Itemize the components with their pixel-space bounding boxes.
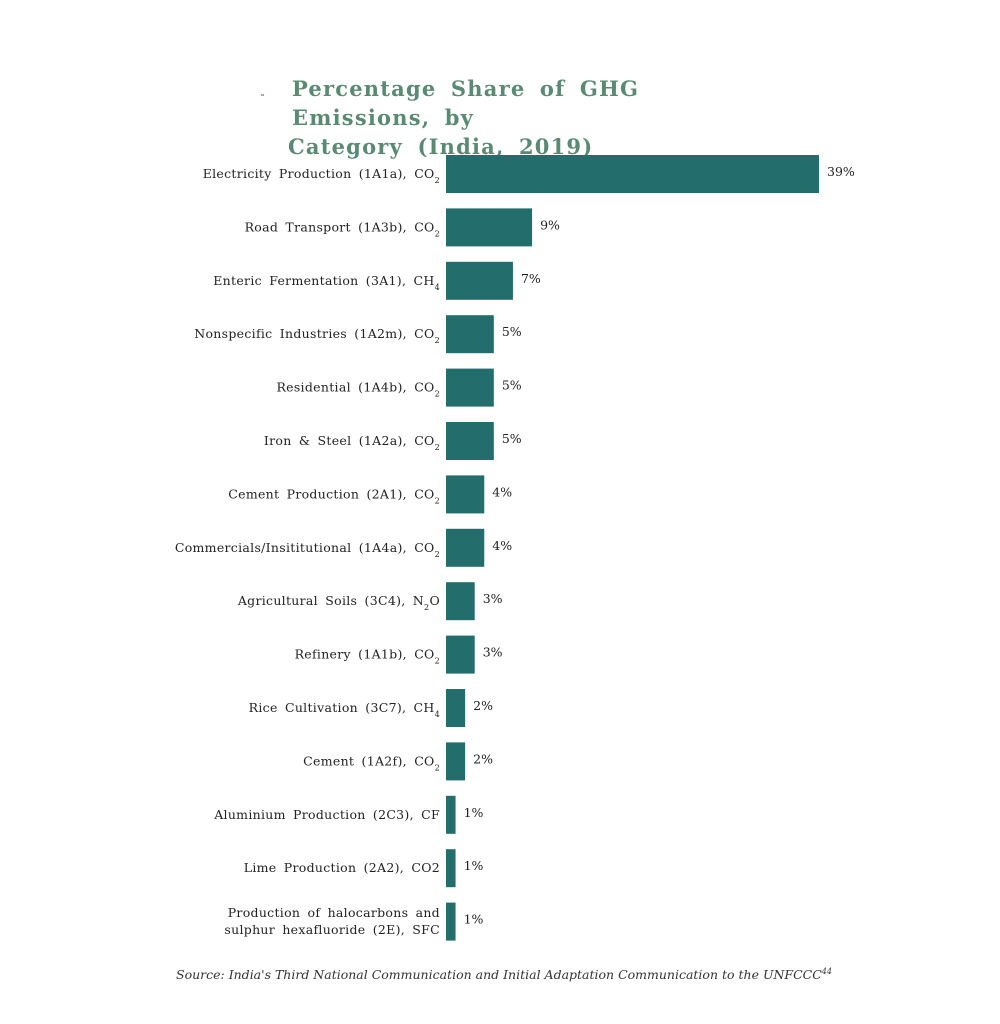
value-label-11: 2% <box>473 698 493 713</box>
bar-12 <box>446 742 466 781</box>
value-label-10: 3% <box>483 645 503 660</box>
bar-13 <box>446 795 456 834</box>
value-label-8: 4% <box>492 538 512 553</box>
bar-11 <box>446 689 466 727</box>
value-label-15: 1% <box>464 912 484 927</box>
value-label-12: 2% <box>473 751 493 766</box>
category-label-15: Production of halocarbons and sulphur hex… <box>224 905 440 937</box>
bar-15 <box>446 902 456 941</box>
value-label-5: 5% <box>502 378 522 393</box>
category-label-7: Cement Production (2A1), CO2​ <box>228 486 440 505</box>
category-label-8: Commercials/Insititutional (1A4a), CO2​ <box>175 540 440 559</box>
category-label-9: Agricultural Soils (3C4), N2​O <box>237 593 440 612</box>
bar-5 <box>446 368 494 407</box>
chart-title-line-2: Category (India, 2019) <box>288 134 594 159</box>
chart-title-line-1: Percentage Share of GHG Emissions, by <box>292 76 640 130</box>
category-label-1: Electricity Production (1A1a), CO2​ <box>203 166 440 185</box>
bar-6 <box>446 422 494 460</box>
value-label-13: 1% <box>464 805 484 820</box>
bar-9 <box>446 582 475 621</box>
category-label-10: Refinery (1A1b), CO2​ <box>295 647 440 666</box>
source-footnote-ref: 44 <box>821 967 832 976</box>
category-label-13: Aluminium Production (2C3), CF <box>213 807 440 822</box>
category-label-14: Lime Production (2A2), CO2 <box>244 860 440 875</box>
value-label-7: 4% <box>492 484 512 499</box>
category-label-4: Nonspecific Industries (1A2m), CO2​ <box>194 326 440 345</box>
bar-chart: 39% Electricity Production (1A1a), CO2​ 9%… <box>175 155 855 941</box>
category-label-5: Residential (1A4b), CO2​ <box>276 380 440 399</box>
category-label-12: Cement (1A2f), CO2​ <box>303 753 440 772</box>
bar-2 <box>446 208 533 247</box>
category-label-2: Road Transport (1A3b), CO2​ <box>245 219 440 238</box>
value-label-14: 1% <box>464 858 484 873</box>
bar-10 <box>446 635 475 674</box>
category-label-11: Rice Cultivation (3C7), CH4​ <box>249 700 440 719</box>
bar-14 <box>446 849 456 888</box>
value-label-2: 9% <box>540 217 560 232</box>
category-label-3: Enteric Fermentation (3A1), CH4​ <box>213 273 440 292</box>
bar-8 <box>446 528 485 567</box>
category-label-6: Iron & Steel (1A2a), CO2​ <box>264 433 440 452</box>
bar-3 <box>446 261 513 300</box>
value-label-9: 3% <box>483 591 503 606</box>
chart-title: Percentage Share of GHG Emissions, by Ca… <box>288 74 768 161</box>
bar-4 <box>446 315 494 354</box>
source-text: Source: India's Third National Communica… <box>176 967 822 983</box>
value-label-1: 39% <box>827 164 855 179</box>
decorative-dot <box>261 94 264 96</box>
source-note: Source: India's Third National Communica… <box>176 967 876 982</box>
bar-7 <box>446 475 485 514</box>
value-label-4: 5% <box>502 324 522 339</box>
value-label-6: 5% <box>502 431 522 446</box>
bar-1 <box>446 155 819 193</box>
value-label-3: 7% <box>521 271 541 286</box>
